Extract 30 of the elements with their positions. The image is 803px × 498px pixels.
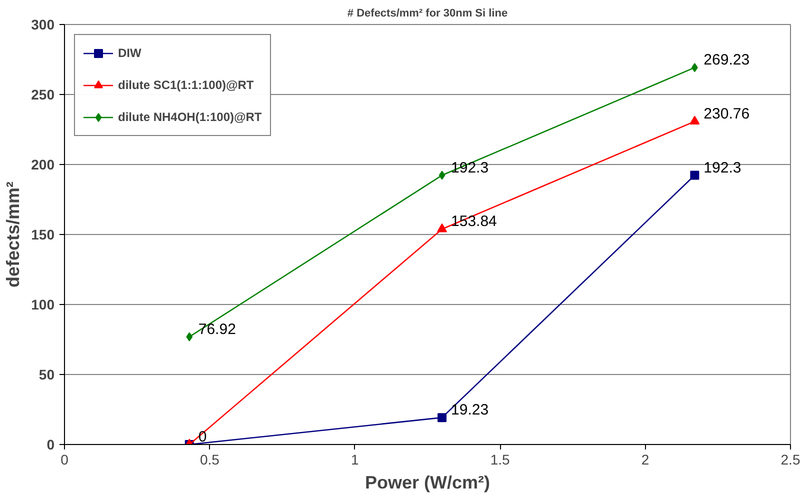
y-tick-label: 300 [31,16,55,32]
point [438,170,446,180]
point [437,223,448,232]
x-tick-label: 1 [351,452,360,468]
x-tick-label: 2 [641,452,650,468]
point [690,170,700,180]
x-axis-title: Power (W/cm²) [364,472,490,492]
y-tick-label: 200 [31,156,55,172]
legend-label: dilute SC1(1:1:100)@RT [118,78,254,92]
legend-label: DIW [118,46,142,60]
point [690,116,700,125]
y-axis-title: defects/mm² [3,181,24,288]
data-label: 19.23 [451,402,489,419]
y-tick-label: 100 [31,296,55,312]
legend-label: dilute NH4OH(1:100)@RT [118,110,262,124]
y-tick-label: 0 [46,436,55,452]
y-tick-label: 50 [38,366,55,382]
x-tick-label: 1.5 [490,452,510,468]
data-label: 0 [198,428,207,446]
y-tick-label: 250 [31,86,55,102]
y-tick-label: 150 [31,226,55,242]
point [186,332,193,342]
chart-title: # Defects/mm² for 30nm Si line [347,8,508,20]
data-label: 230.76 [704,105,750,122]
x-tick-label: 0 [60,452,69,468]
x-tick-label: 0.5 [200,452,220,468]
data-label: 76.92 [198,320,236,338]
data-label: 192.3 [704,159,742,176]
x-tick-label: 2.5 [780,452,800,468]
data-label: 269.23 [704,52,750,69]
